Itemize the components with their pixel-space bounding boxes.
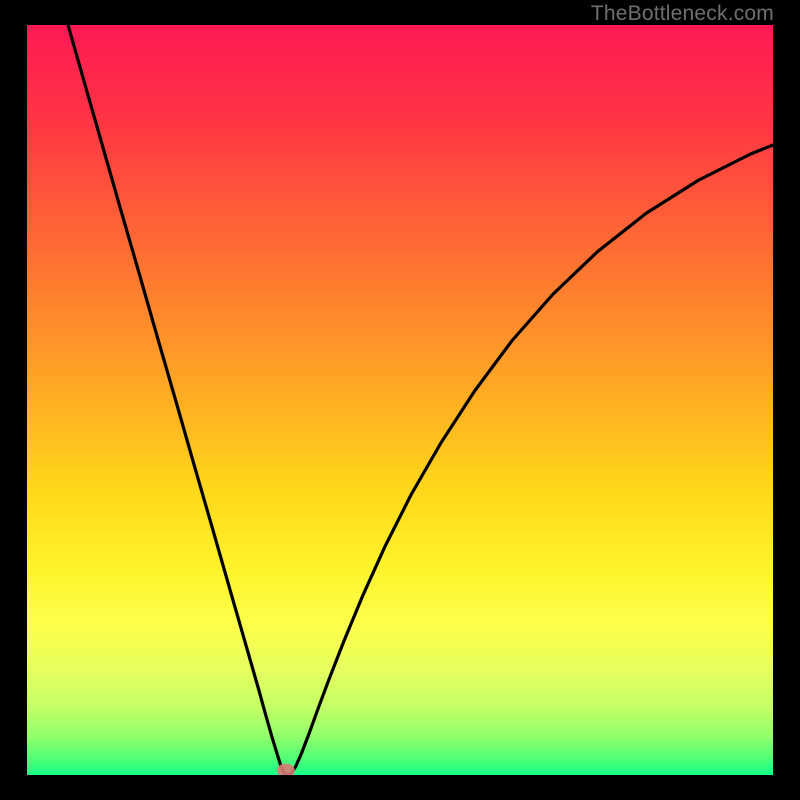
bottleneck-curve [68, 25, 773, 775]
chart-frame: TheBottleneck.com [0, 0, 800, 800]
watermark-text: TheBottleneck.com [591, 2, 774, 26]
curve-layer [27, 25, 773, 775]
plot-area [27, 25, 773, 775]
